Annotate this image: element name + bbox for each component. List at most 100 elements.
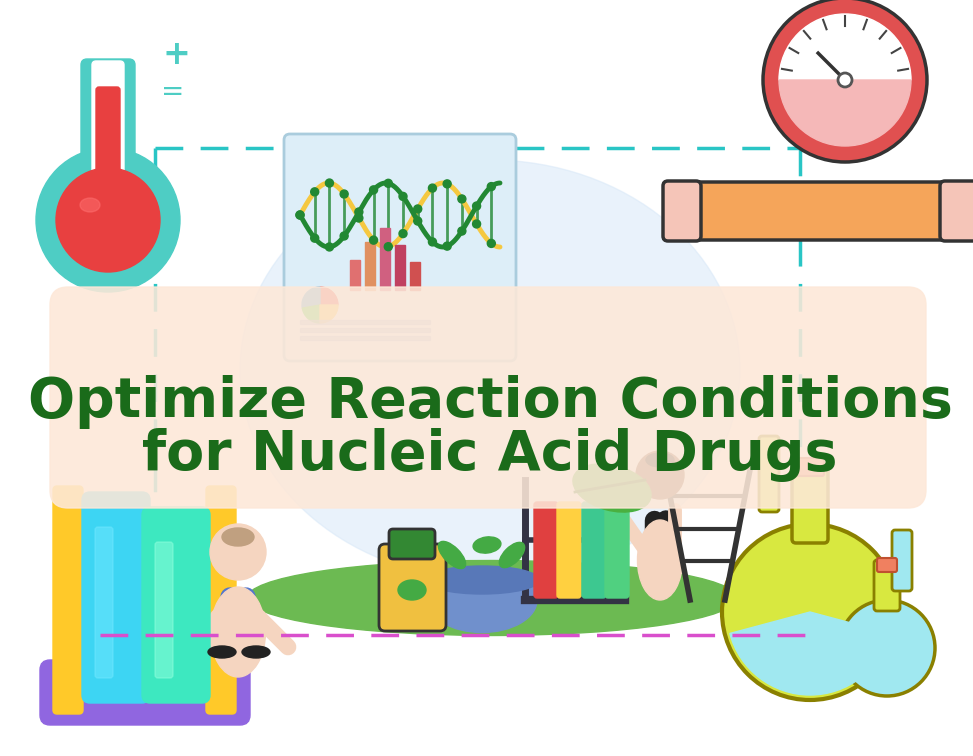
FancyBboxPatch shape	[792, 465, 828, 543]
Circle shape	[370, 186, 378, 194]
FancyBboxPatch shape	[206, 486, 236, 714]
Circle shape	[839, 600, 935, 696]
Circle shape	[458, 195, 466, 203]
FancyBboxPatch shape	[796, 458, 824, 476]
Ellipse shape	[242, 646, 270, 658]
FancyBboxPatch shape	[82, 492, 150, 703]
Ellipse shape	[222, 528, 254, 546]
Circle shape	[428, 184, 437, 192]
Bar	[300, 328, 430, 332]
Ellipse shape	[473, 537, 501, 553]
Text: =: =	[162, 78, 185, 106]
Circle shape	[473, 220, 481, 228]
FancyBboxPatch shape	[95, 527, 113, 678]
Circle shape	[296, 211, 304, 219]
Circle shape	[296, 211, 304, 219]
FancyBboxPatch shape	[40, 660, 250, 725]
Ellipse shape	[210, 587, 266, 677]
FancyBboxPatch shape	[663, 181, 701, 241]
FancyBboxPatch shape	[892, 530, 912, 591]
FancyBboxPatch shape	[81, 59, 135, 226]
Circle shape	[399, 230, 407, 237]
Ellipse shape	[646, 453, 674, 467]
Circle shape	[763, 0, 927, 162]
Circle shape	[487, 240, 495, 247]
Circle shape	[370, 236, 378, 244]
Wedge shape	[730, 612, 890, 695]
Circle shape	[355, 214, 363, 222]
Circle shape	[399, 193, 407, 200]
FancyBboxPatch shape	[92, 61, 124, 244]
Bar	[300, 320, 430, 324]
Circle shape	[325, 179, 334, 187]
Ellipse shape	[247, 560, 737, 636]
Circle shape	[384, 179, 392, 187]
Circle shape	[443, 180, 451, 188]
FancyBboxPatch shape	[389, 529, 435, 559]
Bar	[610, 533, 624, 593]
Circle shape	[341, 190, 348, 198]
FancyBboxPatch shape	[53, 486, 83, 714]
FancyBboxPatch shape	[534, 502, 558, 598]
FancyBboxPatch shape	[284, 134, 516, 361]
Wedge shape	[779, 80, 911, 146]
Wedge shape	[320, 305, 338, 323]
Ellipse shape	[208, 646, 236, 658]
Ellipse shape	[439, 541, 466, 569]
FancyBboxPatch shape	[582, 502, 606, 598]
Circle shape	[414, 205, 421, 213]
FancyBboxPatch shape	[54, 597, 235, 623]
Circle shape	[210, 524, 266, 580]
Circle shape	[443, 242, 451, 250]
Bar	[395, 245, 405, 290]
Circle shape	[414, 217, 421, 225]
Circle shape	[36, 148, 180, 292]
Circle shape	[838, 73, 852, 87]
FancyBboxPatch shape	[155, 542, 173, 678]
Ellipse shape	[637, 520, 682, 600]
Circle shape	[636, 451, 684, 499]
FancyBboxPatch shape	[557, 502, 581, 598]
Text: +: +	[162, 39, 190, 72]
Wedge shape	[303, 305, 320, 323]
Circle shape	[56, 168, 160, 272]
Bar	[562, 553, 576, 593]
FancyBboxPatch shape	[827, 87, 863, 133]
Circle shape	[310, 187, 319, 196]
Bar	[380, 228, 390, 290]
FancyBboxPatch shape	[690, 182, 950, 240]
Wedge shape	[779, 14, 911, 80]
FancyBboxPatch shape	[874, 560, 900, 611]
Circle shape	[355, 208, 363, 216]
Text: Optimize Reaction Conditions: Optimize Reaction Conditions	[27, 375, 953, 429]
FancyBboxPatch shape	[940, 181, 973, 241]
FancyBboxPatch shape	[605, 502, 629, 598]
Ellipse shape	[424, 566, 539, 594]
Wedge shape	[320, 287, 338, 305]
Bar	[350, 260, 360, 290]
Ellipse shape	[240, 160, 740, 580]
Ellipse shape	[427, 568, 537, 633]
FancyBboxPatch shape	[379, 544, 446, 631]
Wedge shape	[302, 287, 320, 308]
Ellipse shape	[80, 198, 100, 212]
Circle shape	[458, 227, 466, 235]
FancyBboxPatch shape	[759, 436, 779, 512]
Circle shape	[487, 183, 495, 191]
Ellipse shape	[499, 542, 524, 568]
Ellipse shape	[573, 464, 651, 512]
Circle shape	[473, 202, 481, 210]
Circle shape	[722, 524, 898, 700]
FancyBboxPatch shape	[877, 558, 897, 572]
Bar	[365, 242, 375, 290]
FancyBboxPatch shape	[96, 87, 120, 233]
Circle shape	[341, 232, 348, 240]
Text: for Nucleic Acid Drugs: for Nucleic Acid Drugs	[142, 428, 838, 482]
Circle shape	[310, 234, 319, 242]
Bar	[587, 543, 601, 593]
Bar	[300, 336, 430, 340]
Bar	[410, 262, 420, 290]
Circle shape	[325, 243, 334, 251]
FancyBboxPatch shape	[54, 517, 235, 543]
Circle shape	[384, 243, 392, 251]
